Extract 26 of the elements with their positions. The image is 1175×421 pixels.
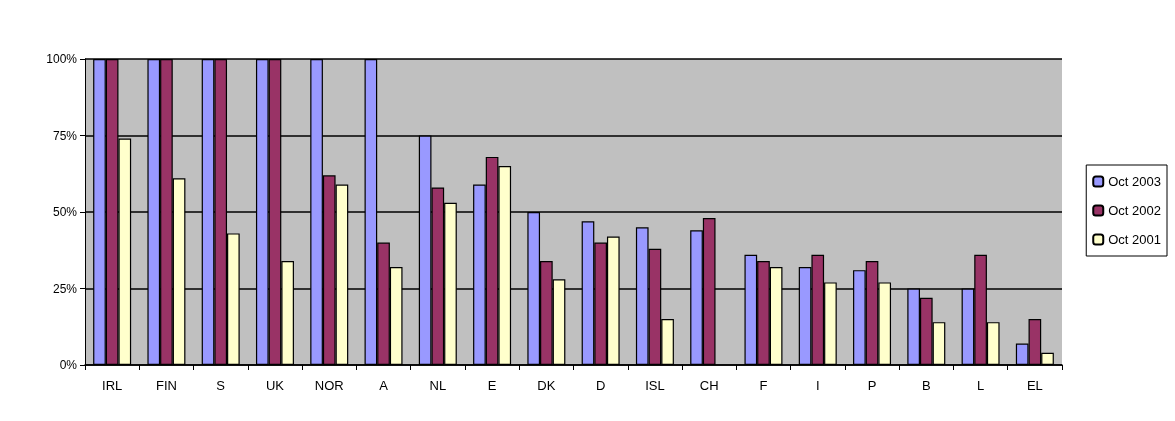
x-tick-label: I	[815, 378, 820, 393]
x-tick-label: D	[595, 378, 606, 393]
legend-label: Oct 2001	[1108, 232, 1162, 247]
x-tick-label: UK	[265, 378, 285, 393]
legend-label: Oct 2003	[1108, 174, 1162, 189]
x-tick-label: ISL	[645, 378, 665, 393]
x-tick-label: FIN	[155, 378, 177, 393]
x-tick-label: A	[379, 378, 389, 393]
x-tick-label: EL	[1026, 378, 1043, 393]
x-tick-label: E	[487, 378, 497, 393]
y-tick-label: 0%	[59, 358, 78, 372]
x-tick-label: CH	[699, 378, 719, 393]
x-tick-label: B	[921, 378, 931, 393]
x-tick-label: NOR	[314, 378, 344, 393]
y-tick-label: 75%	[52, 128, 78, 143]
y-tick-label: 50%	[52, 205, 78, 219]
y-tick-label: 100%	[46, 52, 78, 66]
x-tick-label: DK	[537, 378, 556, 393]
x-tick-label: L	[976, 378, 985, 393]
x-tick-label: S	[216, 378, 226, 393]
x-tick-label: NL	[429, 378, 447, 393]
x-tick-label: P	[867, 378, 877, 393]
x-tick-label: F	[759, 378, 768, 393]
y-tick-label: 25%	[52, 281, 78, 296]
legend-label: Oct 2002	[1108, 203, 1162, 218]
x-tick-label: IRL	[102, 378, 123, 393]
